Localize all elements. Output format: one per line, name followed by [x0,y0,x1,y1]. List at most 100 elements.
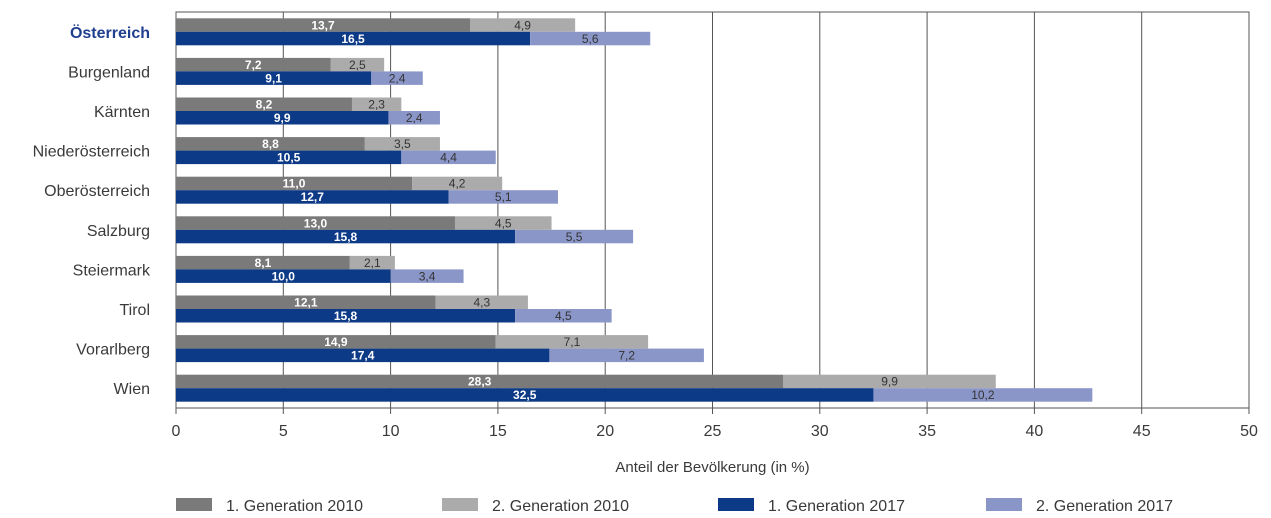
data-label: 4,9 [514,18,531,32]
category-label: Tirol [119,302,150,319]
legend-swatch [442,498,478,511]
bar-segment [435,295,528,309]
bar-segment [176,71,372,85]
bar-segment [176,57,331,72]
category-label: Burgenland [68,64,150,81]
x-axis: 0 5 10 15 20 25 30 35 40 45 50 [172,408,1258,440]
data-label: 8,8 [262,137,279,151]
bar-segment [364,137,440,151]
data-label: 12,1 [294,296,318,310]
bar-segment [495,335,649,349]
bar-segment [176,190,449,204]
legend-label: 2. Generation 2010 [492,498,629,515]
bar-segment [176,309,516,323]
data-label: 7,2 [245,58,262,72]
bar-segment [176,269,391,283]
category-label: Steiermark [73,262,151,279]
category-label: Vorarlberg [76,342,150,359]
data-label: 10,0 [272,269,296,283]
data-label: 13,0 [304,216,328,230]
category-label: Kärnten [94,104,150,121]
category-label: Oberösterreich [44,183,150,200]
data-label: 14,9 [324,335,348,349]
data-label: 28,3 [468,375,492,389]
x-tick-label: 25 [704,423,722,440]
data-label: 3,4 [419,269,436,283]
bar-segment [388,111,440,125]
bar-segment [873,388,1093,402]
data-label: 9,9 [274,111,291,125]
bar-segment [454,216,552,230]
bar-segment [371,71,423,85]
legend: 1. Generation 2010 2. Generation 2010 1. G… [176,498,1173,515]
x-tick-label: 20 [596,423,614,440]
data-label: 5,5 [566,230,583,244]
bar-segment [448,190,558,204]
x-tick-label: 40 [1026,423,1044,440]
data-label: 4,3 [473,296,490,310]
data-label: 9,9 [881,375,898,389]
data-label: 3,5 [394,137,411,151]
x-tick-label: 5 [279,423,288,440]
category-label: Österreich [70,23,150,42]
x-tick-label: 0 [172,423,181,440]
data-label: 2,4 [406,111,423,125]
bar-segment [176,348,550,363]
bar-segment [390,269,464,283]
data-label: 17,4 [351,349,375,363]
data-label: 7,1 [564,335,581,349]
bar-segment [176,255,350,270]
bar-segment [330,57,385,72]
x-tick-label: 10 [382,423,400,440]
data-label: 10,2 [971,388,995,402]
data-labels: 13,7 4,9 16,5 5,6 7,2 2,5 9,1 2,4 8,2 2,3 9,9 2,4 8,… [245,18,995,402]
data-label: 5,1 [495,190,512,204]
bar-segment [176,388,874,402]
bar-segment [176,111,389,125]
bar-segment [176,31,531,46]
bar-segment [176,295,436,309]
data-label: 15,8 [334,230,358,244]
legend-swatch [986,498,1022,511]
bar-segment [349,255,395,270]
data-label: 32,5 [513,388,537,402]
bar-segment [549,348,704,363]
category-label: Niederösterreich [33,144,150,161]
bar-segment [470,18,576,32]
bar-segment [783,374,996,389]
x-tick-label: 45 [1133,423,1151,440]
bar-segment [176,229,516,244]
category-label: Wien [114,381,150,398]
data-label: 13,7 [311,18,335,32]
bar-segment [176,374,784,389]
x-axis-title: Anteil der Bevölkerung (in %) [615,459,809,476]
bar-segment [176,335,496,349]
bars [176,18,1093,402]
x-tick-label: 35 [918,423,936,440]
bar-segment [176,176,413,191]
data-label: 2,4 [389,71,406,85]
bar-segment [530,31,651,46]
category-labels: Österreich Burgenland Kärnten Niederösterre… [33,23,151,398]
data-label: 7,2 [618,349,635,363]
bar-segment [176,150,402,165]
bar-segment [351,97,402,111]
bar-segment [176,18,471,32]
data-label: 9,1 [265,71,282,85]
bar-segment [176,97,352,111]
data-label: 2,5 [349,58,366,72]
data-label: 8,1 [255,256,272,270]
data-label: 15,8 [334,309,358,323]
legend-label: 2. Generation 2017 [1036,498,1173,515]
bar-segment [401,150,496,165]
data-label: 16,5 [341,32,365,46]
x-tick-label: 50 [1240,423,1258,440]
data-label: 8,2 [256,98,273,112]
data-label: 5,6 [582,32,599,46]
legend-swatch [176,498,212,511]
bar-segment [176,137,365,151]
data-label: 2,3 [368,98,385,112]
data-label: 4,5 [555,309,572,323]
bar-segment [176,216,455,230]
